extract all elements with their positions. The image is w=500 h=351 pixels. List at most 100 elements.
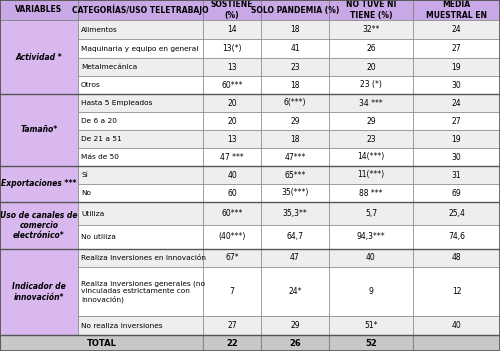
Bar bbox=[203, 316, 261, 335]
Text: 47: 47 bbox=[290, 253, 300, 263]
Text: 64,7: 64,7 bbox=[286, 232, 304, 241]
Bar bbox=[78, 184, 203, 202]
Text: 22: 22 bbox=[226, 338, 238, 347]
Text: 18: 18 bbox=[290, 134, 300, 144]
Bar bbox=[329, 166, 413, 184]
Text: SOSTIENE
(%): SOSTIENE (%) bbox=[211, 0, 254, 20]
Text: 9: 9 bbox=[368, 287, 374, 296]
Bar bbox=[0, 94, 78, 166]
Text: 18: 18 bbox=[290, 80, 300, 90]
Bar bbox=[329, 202, 413, 225]
Bar bbox=[413, 94, 500, 112]
Text: Realiza inversiones generales (no
vinculadas estrictamente con
innovación): Realiza inversiones generales (no vincul… bbox=[81, 280, 205, 303]
Bar bbox=[329, 316, 413, 335]
Text: 11(***): 11(***) bbox=[358, 171, 384, 179]
Text: 52: 52 bbox=[365, 338, 377, 347]
Text: 29: 29 bbox=[290, 321, 300, 330]
Text: 14: 14 bbox=[227, 25, 237, 34]
Bar bbox=[413, 316, 500, 335]
Bar bbox=[203, 20, 261, 39]
Bar bbox=[0, 335, 203, 351]
Bar bbox=[329, 20, 413, 39]
Bar bbox=[203, 148, 261, 166]
Bar bbox=[78, 225, 203, 249]
Bar bbox=[261, 225, 329, 249]
Text: 35(***): 35(***) bbox=[282, 188, 308, 198]
Bar bbox=[203, 202, 261, 225]
Bar bbox=[261, 20, 329, 39]
Bar bbox=[413, 20, 500, 39]
Bar bbox=[261, 130, 329, 148]
Text: 13: 13 bbox=[227, 62, 237, 72]
Text: 30: 30 bbox=[452, 80, 462, 90]
Text: SOLO PANDEMIA (%): SOLO PANDEMIA (%) bbox=[251, 6, 339, 14]
Bar bbox=[413, 335, 500, 351]
Bar bbox=[203, 58, 261, 76]
Bar bbox=[413, 0, 500, 20]
Text: 32**: 32** bbox=[362, 25, 380, 34]
Text: De 6 a 20: De 6 a 20 bbox=[81, 118, 117, 124]
Text: 35,3**: 35,3** bbox=[282, 209, 308, 218]
Text: 69: 69 bbox=[452, 188, 462, 198]
Bar bbox=[78, 76, 203, 94]
Text: 18: 18 bbox=[290, 25, 300, 34]
Text: 24*: 24* bbox=[288, 287, 302, 296]
Text: Tamaño*: Tamaño* bbox=[20, 126, 58, 134]
Text: 47 ***: 47 *** bbox=[220, 152, 244, 161]
Text: 19: 19 bbox=[452, 134, 462, 144]
Bar bbox=[78, 249, 203, 267]
Text: 24: 24 bbox=[452, 99, 462, 107]
Bar bbox=[329, 39, 413, 58]
Text: 20: 20 bbox=[227, 117, 237, 126]
Bar bbox=[0, 249, 78, 335]
Bar bbox=[261, 76, 329, 94]
Bar bbox=[261, 267, 329, 316]
Bar bbox=[261, 249, 329, 267]
Text: 40: 40 bbox=[452, 321, 462, 330]
Text: Sí: Sí bbox=[81, 172, 88, 178]
Bar bbox=[261, 148, 329, 166]
Text: 23 (*): 23 (*) bbox=[360, 80, 382, 90]
Bar bbox=[203, 0, 261, 20]
Text: 27: 27 bbox=[227, 321, 237, 330]
Bar bbox=[329, 249, 413, 267]
Bar bbox=[329, 225, 413, 249]
Text: 20: 20 bbox=[366, 62, 376, 72]
Text: 88 ***: 88 *** bbox=[359, 188, 383, 198]
Bar bbox=[413, 202, 500, 225]
Text: 29: 29 bbox=[366, 117, 376, 126]
Text: 7: 7 bbox=[230, 287, 234, 296]
Bar bbox=[203, 225, 261, 249]
Text: 27: 27 bbox=[452, 44, 462, 53]
Bar bbox=[0, 0, 78, 20]
Bar bbox=[203, 39, 261, 58]
Text: Indicador de
innovación*: Indicador de innovación* bbox=[12, 282, 66, 302]
Text: 60***: 60*** bbox=[222, 80, 242, 90]
Bar bbox=[329, 112, 413, 130]
Text: Más de 50: Más de 50 bbox=[81, 154, 119, 160]
Bar bbox=[413, 148, 500, 166]
Text: 51*: 51* bbox=[364, 321, 378, 330]
Bar bbox=[329, 94, 413, 112]
Text: VARIABLES: VARIABLES bbox=[16, 6, 62, 14]
Bar bbox=[78, 316, 203, 335]
Text: 26: 26 bbox=[366, 44, 376, 53]
Bar bbox=[78, 148, 203, 166]
Text: NO TUVE NI
TIENE (%): NO TUVE NI TIENE (%) bbox=[346, 0, 396, 20]
Bar bbox=[78, 58, 203, 76]
Bar bbox=[203, 94, 261, 112]
Text: 34 ***: 34 *** bbox=[359, 99, 383, 107]
Text: 30: 30 bbox=[452, 152, 462, 161]
Bar bbox=[329, 76, 413, 94]
Bar bbox=[413, 58, 500, 76]
Text: 29: 29 bbox=[290, 117, 300, 126]
Text: Metalmecánica: Metalmecánica bbox=[81, 64, 137, 70]
Bar bbox=[413, 76, 500, 94]
Text: 19: 19 bbox=[452, 62, 462, 72]
Bar bbox=[261, 94, 329, 112]
Text: 60***: 60*** bbox=[222, 209, 242, 218]
Bar bbox=[203, 112, 261, 130]
Bar bbox=[78, 202, 203, 225]
Bar bbox=[413, 267, 500, 316]
Text: (40***): (40***) bbox=[218, 232, 246, 241]
